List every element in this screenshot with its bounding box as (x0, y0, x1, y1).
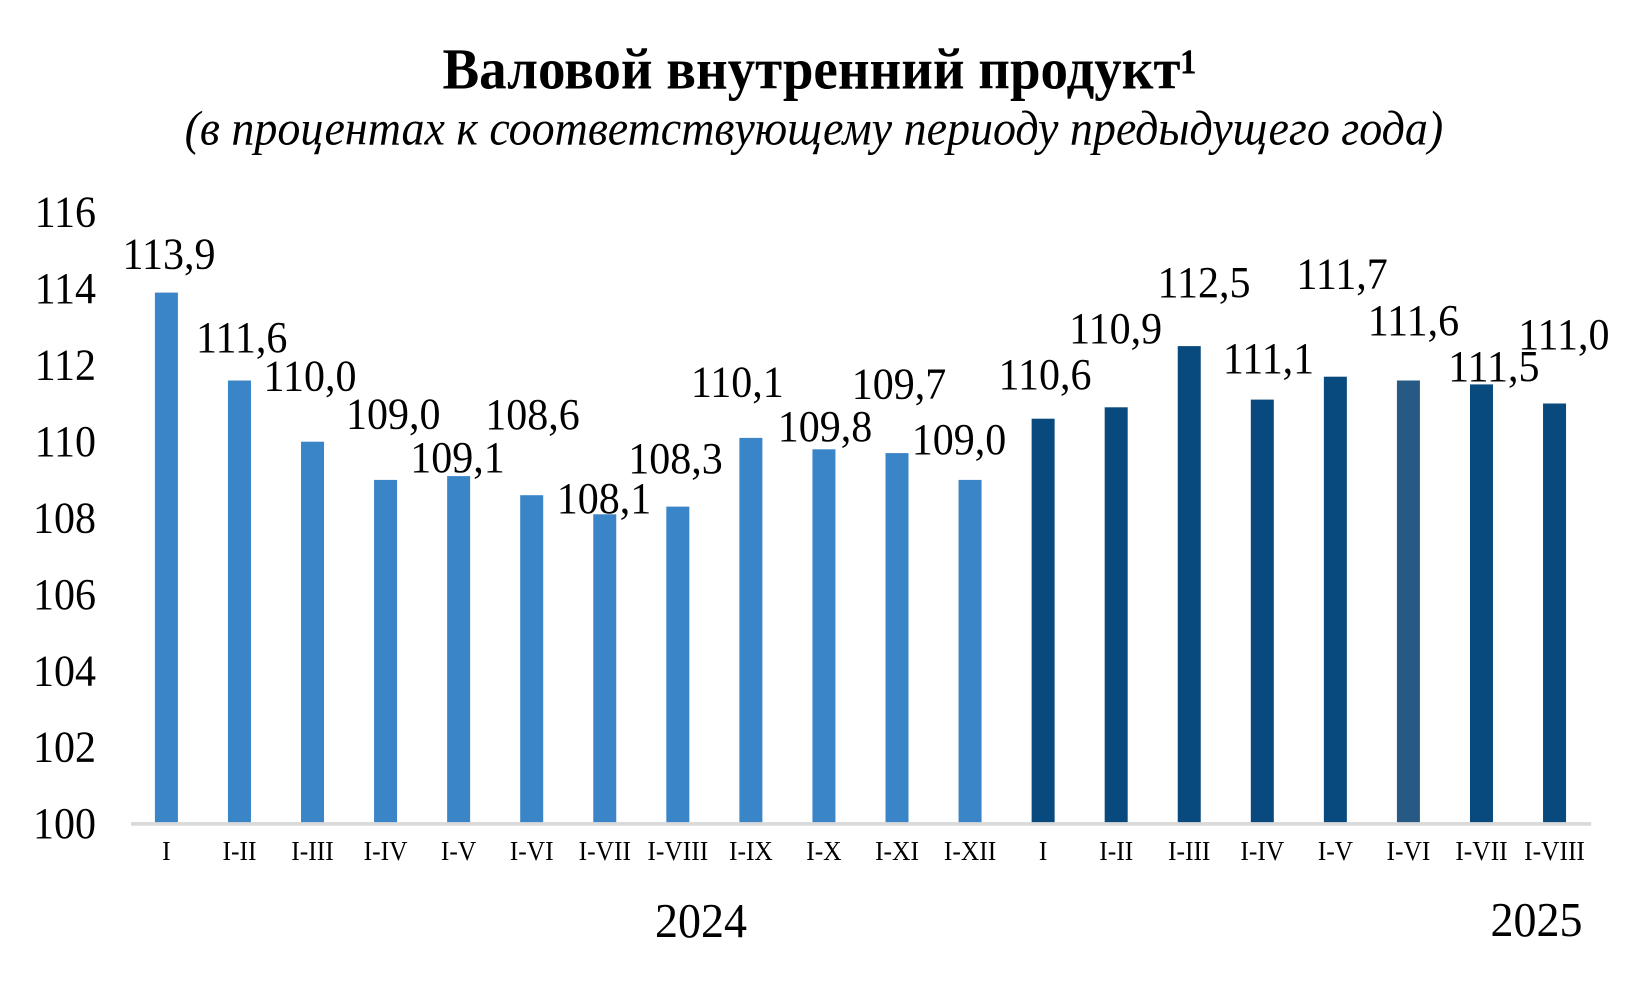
svg-text:I-V: I-V (1318, 836, 1353, 866)
svg-text:100: 100 (33, 799, 96, 848)
svg-text:I-VII: I-VII (1455, 836, 1507, 866)
svg-text:(в процентах к соответствующем: (в процентах к соответствующему периоду … (185, 102, 1444, 156)
svg-text:110,0: 110,0 (264, 351, 357, 400)
svg-text:110,6: 110,6 (999, 350, 1092, 399)
svg-text:112,5: 112,5 (1158, 258, 1251, 307)
svg-text:104: 104 (33, 646, 96, 695)
svg-text:109,0: 109,0 (912, 415, 1006, 464)
svg-text:102: 102 (33, 723, 96, 772)
svg-text:I-III: I-III (291, 836, 333, 866)
svg-text:I-VI: I-VI (1386, 836, 1430, 866)
svg-text:Валовой внутренний продукт¹: Валовой внутренний продукт¹ (442, 37, 1196, 102)
svg-text:111,6: 111,6 (1368, 296, 1459, 345)
svg-text:I-XI: I-XI (875, 836, 919, 866)
svg-text:113,9: 113,9 (123, 229, 216, 278)
svg-text:116: 116 (35, 188, 96, 237)
svg-text:109,1: 109,1 (410, 433, 504, 482)
svg-text:I-II: I-II (1099, 836, 1133, 866)
svg-text:110: 110 (35, 417, 96, 466)
svg-text:109,0: 109,0 (346, 390, 440, 439)
svg-text:I-XII: I-XII (944, 836, 996, 866)
svg-text:I-IX: I-IX (729, 836, 773, 866)
svg-text:114: 114 (35, 264, 97, 313)
svg-text:I-IV: I-IV (364, 836, 408, 866)
svg-text:108,1: 108,1 (557, 474, 651, 523)
svg-text:I-II: I-II (223, 836, 257, 866)
svg-text:I-VIII: I-VIII (647, 836, 708, 866)
svg-text:111,7: 111,7 (1296, 250, 1387, 299)
svg-text:110,9: 110,9 (1069, 304, 1162, 353)
svg-text:111,1: 111,1 (1223, 334, 1314, 383)
svg-text:I-VI: I-VI (510, 836, 554, 866)
svg-text:108,6: 108,6 (485, 390, 579, 439)
svg-text:I-V: I-V (441, 836, 476, 866)
svg-text:111,6: 111,6 (196, 313, 287, 362)
svg-text:109,7: 109,7 (852, 359, 946, 408)
svg-text:110,1: 110,1 (691, 357, 784, 406)
svg-text:109,8: 109,8 (778, 402, 872, 451)
svg-text:I-VII: I-VII (579, 836, 631, 866)
svg-text:112: 112 (35, 340, 96, 389)
svg-text:I: I (162, 836, 171, 866)
svg-text:I: I (1039, 836, 1048, 866)
svg-text:2025: 2025 (1491, 894, 1583, 948)
svg-text:106: 106 (33, 570, 96, 619)
svg-text:108: 108 (33, 493, 96, 542)
svg-text:111,5: 111,5 (1448, 342, 1539, 391)
svg-text:I-X: I-X (806, 836, 841, 866)
svg-text:I-IV: I-IV (1240, 836, 1284, 866)
svg-text:111,0: 111,0 (1518, 310, 1609, 359)
svg-text:2024: 2024 (655, 895, 747, 949)
svg-text:I-VIII: I-VIII (1524, 836, 1585, 866)
svg-text:I-III: I-III (1168, 836, 1210, 866)
svg-text:108,3: 108,3 (628, 434, 722, 483)
